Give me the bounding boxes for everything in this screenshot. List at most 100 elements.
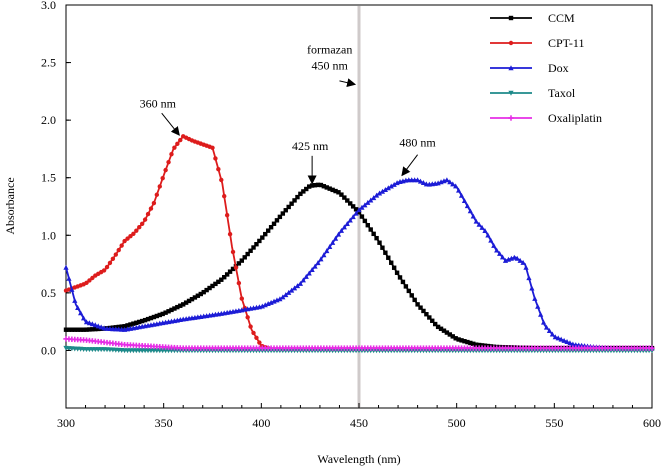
data-point-ccm	[465, 339, 470, 345]
data-point-ccm	[134, 320, 139, 325]
data-point-dox	[344, 220, 350, 226]
data-point-dox	[388, 183, 394, 189]
data-point-ccm	[418, 305, 423, 310]
data-point-ccm	[280, 211, 286, 216]
data-point-dox	[558, 336, 564, 342]
data-point-ccm	[345, 198, 350, 203]
annotation-arrow	[401, 154, 418, 177]
data-point-cpt-11	[239, 296, 244, 301]
data-point-ccm	[377, 240, 382, 245]
data-point-ccm	[84, 327, 89, 332]
legend-item-dox: Dox	[490, 61, 569, 75]
data-point-cpt-11	[236, 280, 242, 286]
data-point-ccm	[412, 297, 417, 303]
data-point-ccm	[315, 182, 321, 188]
data-point-ccm	[295, 194, 300, 200]
x-tick-label: 550	[545, 416, 563, 430]
annotation-arrow	[161, 112, 180, 136]
data-point-cpt-11	[84, 280, 89, 286]
data-point-ccm	[397, 275, 403, 280]
data-point-ccm	[128, 322, 133, 327]
data-point-ccm	[93, 326, 98, 332]
data-point-dox	[75, 305, 81, 311]
data-point-ccm	[447, 332, 453, 337]
y-axis-label: Absorbance	[3, 177, 17, 234]
data-point-cpt-11	[154, 192, 160, 197]
legend-marker-ccm	[508, 15, 514, 21]
data-point-ccm	[348, 201, 353, 206]
data-point-dox	[376, 190, 383, 196]
data-point-cpt-11	[160, 175, 165, 181]
data-point-ccm	[327, 186, 332, 191]
data-point-ccm	[189, 296, 195, 302]
data-point-dox	[444, 177, 450, 183]
data-point-ccm	[468, 340, 473, 346]
data-point-cpt-11	[110, 256, 116, 261]
data-point-ccm	[195, 293, 201, 298]
data-point-ccm	[81, 327, 86, 332]
annotation-label: 480 nm	[399, 136, 436, 150]
data-point-dox	[511, 254, 517, 260]
data-point-ccm	[131, 321, 136, 326]
data-point-ccm	[166, 309, 171, 314]
data-point-dox	[341, 224, 347, 230]
data-point-cpt-11	[169, 152, 174, 157]
data-point-ccm	[260, 235, 265, 240]
data-point-cpt-11	[107, 260, 113, 266]
data-point-ccm	[432, 321, 438, 327]
data-point-dox	[80, 315, 87, 321]
data-point-dox	[382, 187, 388, 193]
legend-label-taxol: Taxol	[548, 86, 576, 100]
data-point-dox	[529, 285, 535, 291]
data-point-dox	[447, 179, 453, 185]
data-point-ccm	[63, 327, 69, 332]
data-point-cpt-11	[113, 252, 119, 257]
data-point-dox	[291, 285, 298, 291]
data-point-dox	[289, 287, 295, 293]
data-point-ccm	[374, 235, 379, 241]
legend-item-ccm: CCM	[490, 11, 575, 25]
data-point-cpt-11	[216, 166, 221, 172]
data-point-ccm	[336, 190, 341, 195]
data-point-ccm	[172, 306, 177, 311]
data-point-ccm	[306, 184, 312, 189]
data-point-ccm	[274, 218, 280, 223]
series-oxaliplatin	[63, 336, 655, 351]
data-point-dox	[86, 320, 93, 326]
data-point-dox	[78, 310, 84, 316]
y-tick-label: 2.0	[41, 113, 56, 127]
y-tick-label: 0.5	[41, 286, 56, 300]
data-point-ccm	[283, 208, 288, 213]
data-point-ccm	[216, 279, 221, 285]
data-point-dox	[450, 181, 456, 187]
data-point-ccm	[365, 223, 370, 228]
annotation-cpt11-peak: 360 nm	[140, 96, 180, 136]
data-point-ccm	[286, 204, 291, 210]
data-point-ccm	[301, 189, 306, 194]
data-point-dox	[417, 178, 424, 184]
data-point-ccm	[444, 330, 450, 335]
data-point-ccm	[277, 214, 283, 220]
data-point-cpt-11	[210, 145, 215, 150]
data-point-ccm	[163, 310, 168, 315]
data-point-ccm	[125, 323, 130, 328]
data-point-ccm	[474, 342, 479, 347]
data-point-cpt-11	[233, 265, 239, 270]
annotation-ccm-peak: 425 nm	[292, 139, 329, 185]
data-point-dox	[312, 263, 318, 269]
data-point-dox	[526, 275, 532, 281]
annotation-dox-peak: 480 nm	[399, 136, 436, 177]
data-point-dox	[350, 214, 356, 220]
y-tick-label: 0.0	[41, 343, 56, 357]
data-point-dox	[373, 192, 380, 198]
data-point-dox	[570, 341, 576, 347]
data-point-cpt-11	[219, 177, 224, 183]
data-point-cpt-11	[125, 236, 130, 241]
data-point-dox	[303, 273, 309, 279]
data-point-ccm	[356, 210, 362, 215]
legend-item-taxol: Taxol	[490, 86, 576, 100]
data-point-dox	[286, 289, 292, 295]
data-point-dox	[420, 179, 427, 185]
data-point-cpt-11	[87, 278, 92, 283]
